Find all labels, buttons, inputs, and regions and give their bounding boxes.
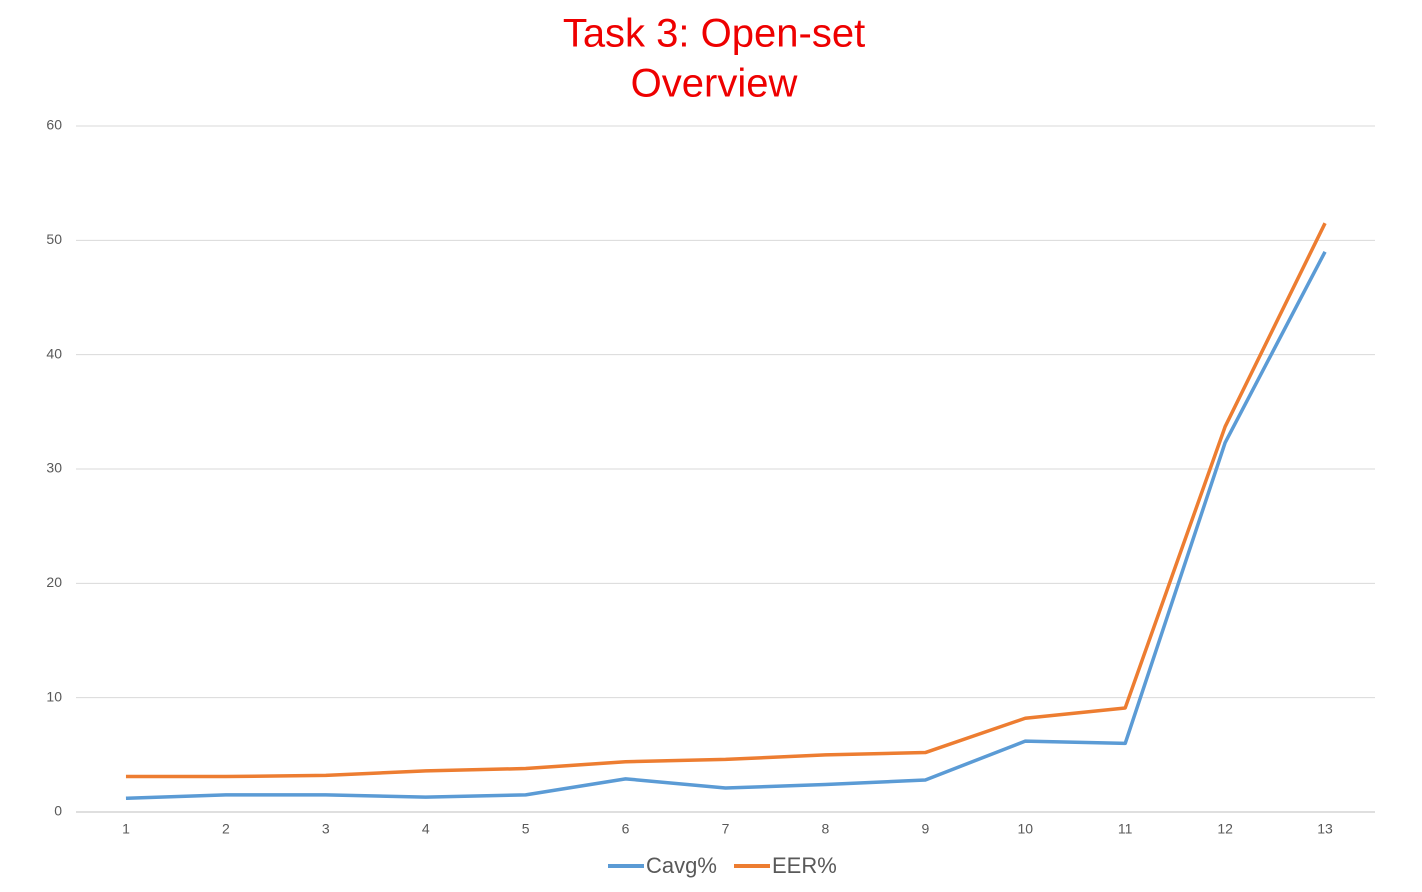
chart-title: Overview	[631, 62, 798, 106]
x-tick-label: 4	[422, 821, 430, 837]
x-tick-label: 9	[921, 821, 929, 837]
legend-label: Cavg%	[646, 853, 717, 878]
y-tick-label: 20	[46, 574, 62, 590]
y-tick-label: 40	[46, 345, 62, 361]
x-tick-label: 12	[1217, 821, 1233, 837]
x-tick-label: 2	[222, 821, 230, 837]
x-tick-label: 5	[522, 821, 530, 837]
y-tick-label: 0	[54, 803, 62, 819]
legend-label: EER%	[772, 853, 837, 878]
y-tick-label: 30	[46, 460, 62, 476]
series-line	[125, 250, 1327, 801]
x-tick-label: 13	[1317, 821, 1333, 837]
y-tick-label: 60	[46, 117, 62, 133]
y-tick-label: 10	[46, 688, 62, 704]
x-tick-label: 10	[1017, 821, 1033, 837]
x-tick-label: 11	[1118, 821, 1133, 837]
x-tick-label: 1	[122, 821, 130, 837]
x-tick-label: 3	[322, 821, 330, 837]
x-tick-label: 6	[622, 821, 630, 837]
chart-title: Task 3: Open-set	[563, 12, 865, 56]
y-tick-label: 50	[46, 231, 62, 247]
x-tick-label: 7	[722, 821, 730, 837]
x-tick-label: 8	[822, 821, 830, 837]
series-line	[125, 222, 1327, 779]
